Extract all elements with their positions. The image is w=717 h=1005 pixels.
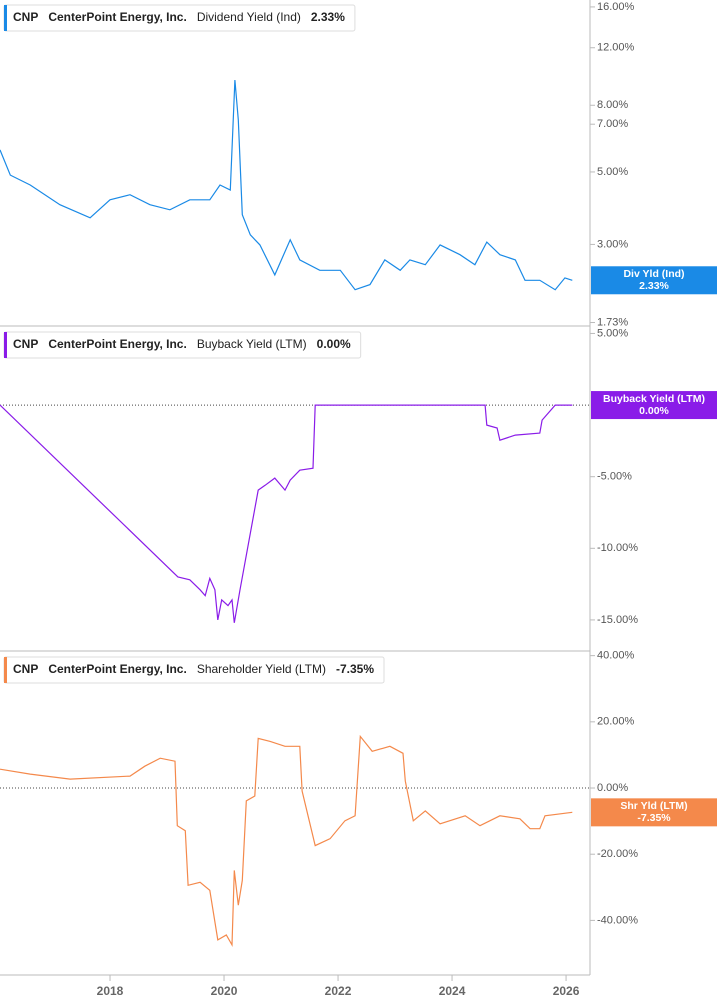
x-tick-label: 2024 (439, 984, 466, 998)
current-value-label: -7.35% (637, 812, 671, 824)
current-value-tag (591, 798, 717, 827)
legend-text: Dividend Yield (Ind) (197, 10, 301, 24)
y-tick-label: -40.00% (597, 914, 638, 926)
y-tick-label: 12.00% (597, 42, 635, 54)
legend-text: -7.35% (336, 662, 374, 676)
legend-text: CenterPoint Energy, Inc. (48, 10, 186, 24)
current-value-name: Buyback Yield (LTM) (603, 393, 705, 405)
legend-text: CNP (13, 337, 38, 351)
current-value-name: Div Yld (Ind) (623, 268, 684, 280)
y-tick-label: 20.00% (597, 716, 635, 728)
y-tick-label: 5.00% (597, 327, 628, 339)
legend-text: CNP (13, 10, 38, 24)
series-line (0, 404, 573, 623)
series-line (0, 79, 573, 291)
legend-text: Shareholder Yield (LTM) (197, 662, 326, 676)
y-tick-label: 3.00% (597, 238, 628, 250)
current-value-label: 0.00% (639, 405, 669, 417)
legend-swatch (4, 5, 7, 31)
x-tick-label: 2026 (553, 984, 580, 998)
y-tick-label: -20.00% (597, 848, 638, 860)
legend-swatch (4, 657, 7, 683)
legend-text: CNP (13, 662, 38, 676)
legend-text: Buyback Yield (LTM) (197, 337, 307, 351)
legend-text: 0.00% (317, 337, 351, 351)
current-value-tag (591, 391, 717, 420)
y-tick-label: 7.00% (597, 118, 628, 130)
current-value-name: Shr Yld (LTM) (620, 800, 687, 812)
y-tick-label: 0.00% (597, 782, 628, 794)
legend-swatch (4, 332, 7, 358)
y-tick-label: -10.00% (597, 542, 638, 554)
x-tick-label: 2020 (211, 984, 238, 998)
legend-text: CenterPoint Energy, Inc. (48, 337, 186, 351)
y-tick-label: -5.00% (597, 471, 632, 483)
current-value-label: 2.33% (639, 280, 669, 292)
x-tick-label: 2022 (325, 984, 352, 998)
current-value-tag (591, 266, 717, 295)
legend-text: CenterPoint Energy, Inc. (48, 662, 186, 676)
y-tick-label: 5.00% (597, 166, 628, 178)
x-tick-label: 2018 (97, 984, 124, 998)
y-tick-label: 1.73% (597, 316, 628, 328)
y-tick-label: 8.00% (597, 99, 628, 111)
series-line (0, 734, 573, 948)
y-tick-label: 16.00% (597, 1, 635, 13)
y-tick-label: -15.00% (597, 614, 638, 626)
legend-text: 2.33% (311, 10, 345, 24)
y-tick-label: 40.00% (597, 650, 635, 662)
